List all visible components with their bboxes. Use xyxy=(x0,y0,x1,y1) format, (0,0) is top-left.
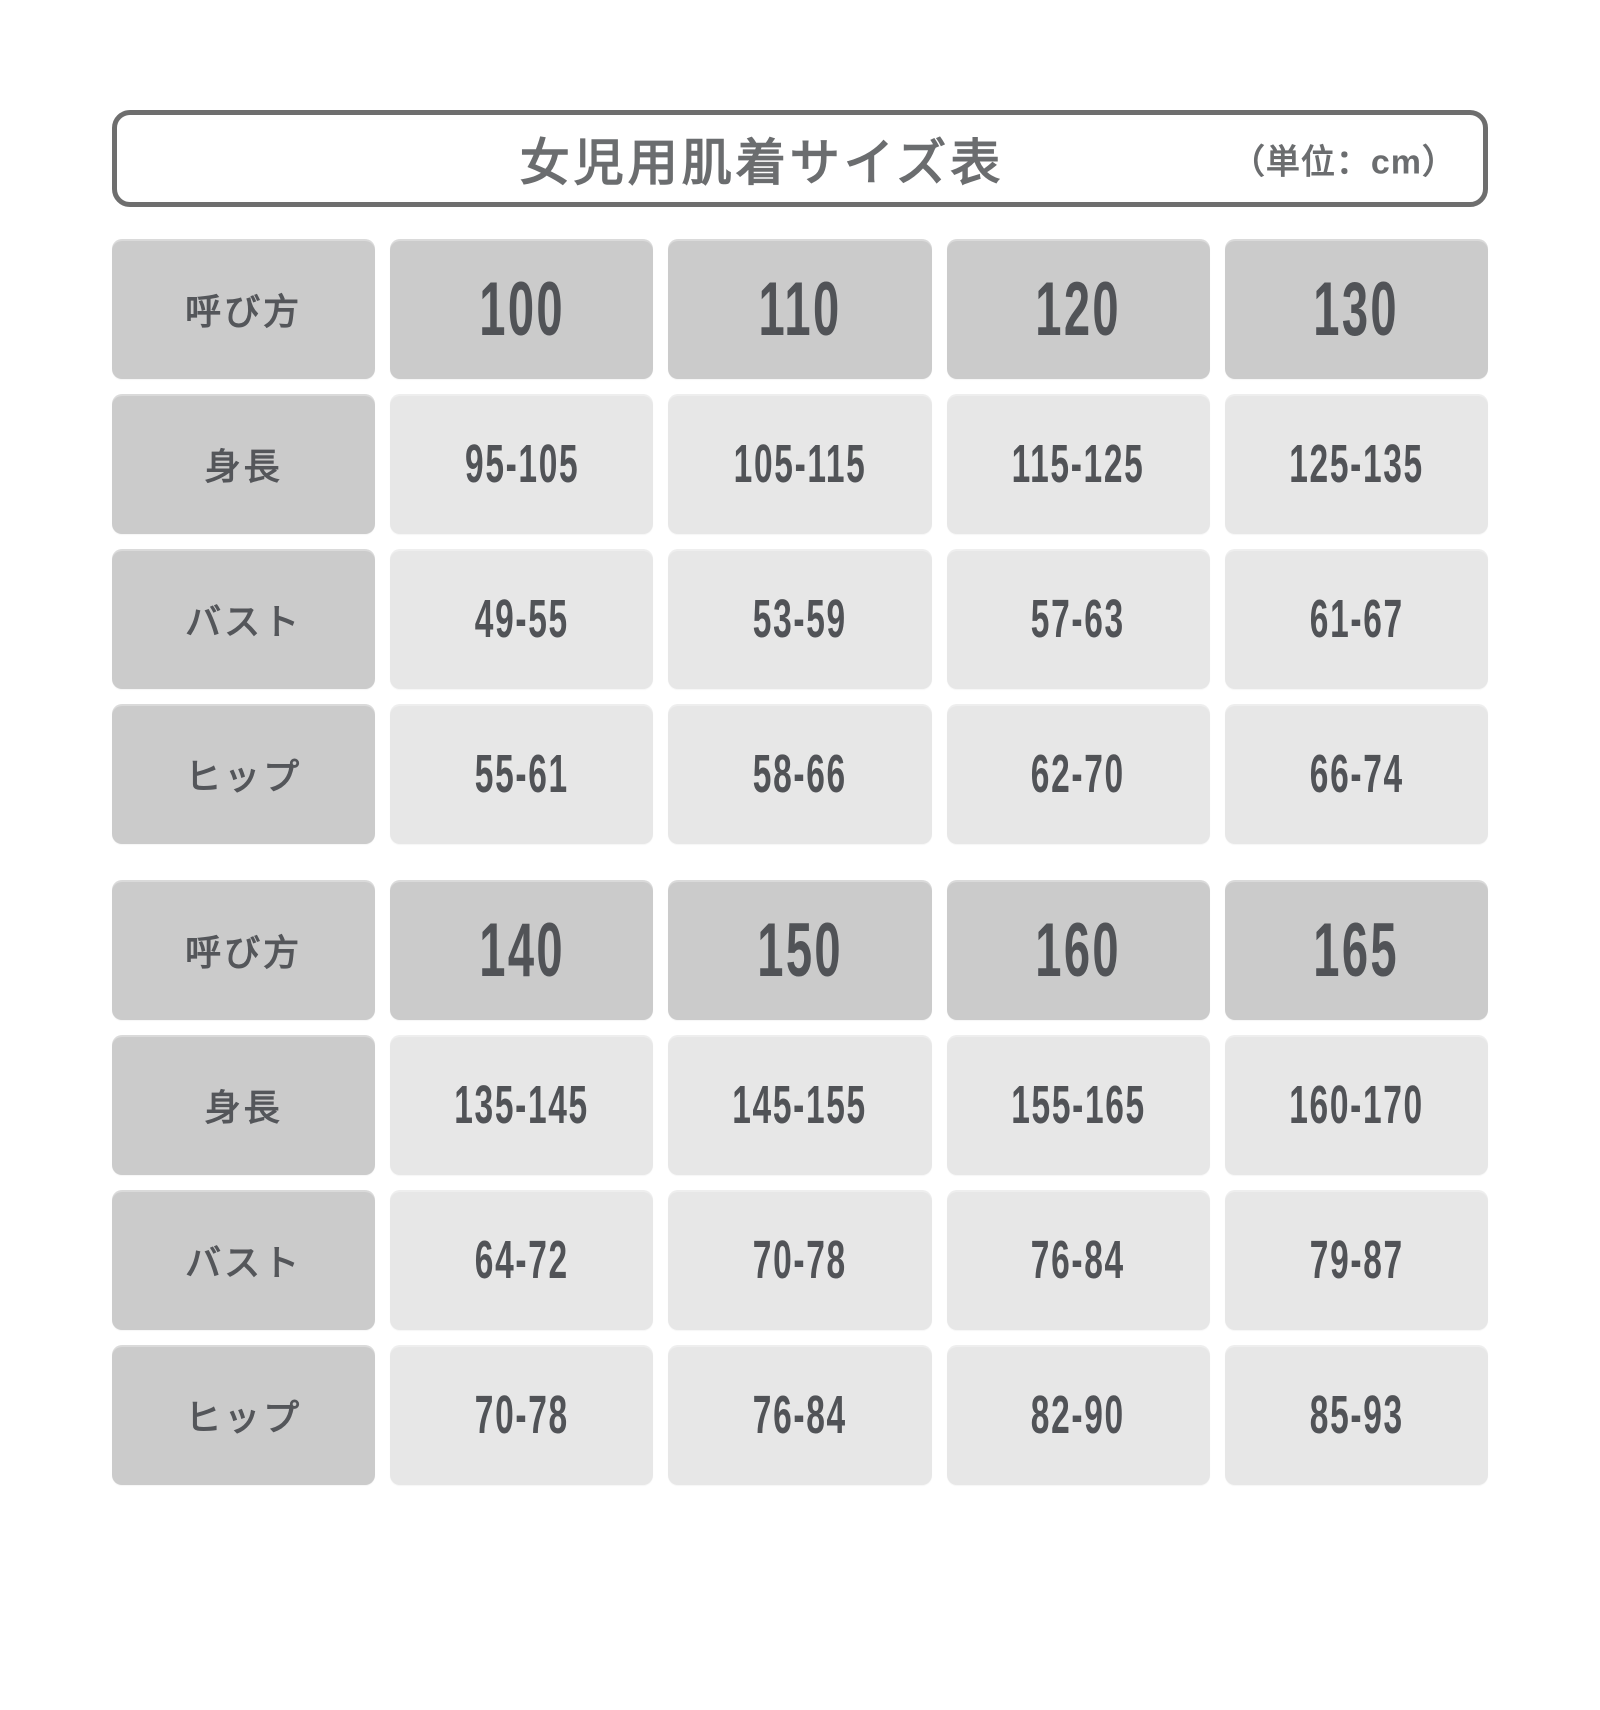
row-label: ヒップ xyxy=(185,756,303,797)
range-value: 66-74 xyxy=(1309,744,1404,804)
range-value: 61-67 xyxy=(1309,589,1404,649)
row-label: バスト xyxy=(185,1242,303,1283)
row-label: 呼び方 xyxy=(185,291,303,332)
height-range-cell: 135-145 xyxy=(390,1035,654,1175)
range-value: 58-66 xyxy=(752,744,847,804)
size-table-upper: 呼び方 100 110 120 130 身長 95-105 105-115 11… xyxy=(112,239,1488,844)
bust-range-cell: 53-59 xyxy=(668,549,932,689)
range-value: 160-170 xyxy=(1289,1075,1424,1135)
page-title: 女児用肌着サイズ表 xyxy=(519,134,1005,191)
size-header-cell: 140 xyxy=(390,880,654,1020)
hip-range-cell: 82-90 xyxy=(946,1345,1210,1485)
range-value: 70-78 xyxy=(474,1385,569,1445)
bust-range-cell: 49-55 xyxy=(390,549,654,689)
hip-range-cell: 62-70 xyxy=(946,704,1210,844)
size-header-cell: 150 xyxy=(668,880,932,1020)
range-value: 70-78 xyxy=(752,1230,847,1290)
range-value: 62-70 xyxy=(1031,744,1126,804)
size-value: 160 xyxy=(1035,907,1122,993)
row-label-cell: 呼び方 xyxy=(112,239,376,379)
range-value: 95-105 xyxy=(464,434,579,494)
range-value: 145-155 xyxy=(732,1075,868,1135)
height-range-cell: 105-115 xyxy=(668,394,932,534)
range-value: 135-145 xyxy=(454,1075,590,1135)
bust-range-cell: 70-78 xyxy=(668,1190,932,1330)
size-value: 140 xyxy=(478,907,565,993)
range-value: 125-135 xyxy=(1289,434,1424,494)
bust-range-cell: 61-67 xyxy=(1224,549,1488,689)
range-value: 76-84 xyxy=(1031,1230,1126,1290)
height-range-cell: 125-135 xyxy=(1224,394,1488,534)
size-header-cell: 100 xyxy=(390,239,654,379)
size-value: 120 xyxy=(1035,266,1122,352)
hip-range-cell: 58-66 xyxy=(668,704,932,844)
range-value: 85-93 xyxy=(1309,1385,1404,1445)
hip-range-cell: 70-78 xyxy=(390,1345,654,1485)
height-range-cell: 95-105 xyxy=(390,394,654,534)
range-value: 115-125 xyxy=(1011,434,1145,494)
size-header-cell: 130 xyxy=(1224,239,1488,379)
row-label: 身長 xyxy=(204,446,283,487)
range-value: 79-87 xyxy=(1309,1230,1404,1290)
range-value: 105-115 xyxy=(733,434,867,494)
page: 女児用肌着サイズ表 （単位：cm） 呼び方 100 110 120 130 身長… xyxy=(112,110,1488,1485)
size-header-cell: 160 xyxy=(946,880,1210,1020)
range-value: 55-61 xyxy=(474,744,569,804)
row-label-cell: バスト xyxy=(112,1190,376,1330)
height-range-cell: 115-125 xyxy=(946,394,1210,534)
size-value: 130 xyxy=(1313,266,1400,352)
row-label-cell: バスト xyxy=(112,549,376,689)
height-range-cell: 145-155 xyxy=(668,1035,932,1175)
hip-range-cell: 76-84 xyxy=(668,1345,932,1485)
range-value: 53-59 xyxy=(752,589,847,649)
bust-range-cell: 64-72 xyxy=(390,1190,654,1330)
size-header-cell: 165 xyxy=(1224,880,1488,1020)
size-header-cell: 120 xyxy=(946,239,1210,379)
row-label-cell: 呼び方 xyxy=(112,880,376,1020)
range-value: 155-165 xyxy=(1010,1075,1146,1135)
size-table-lower: 呼び方 140 150 160 165 身長 135-145 145-155 1… xyxy=(112,880,1488,1485)
size-value: 165 xyxy=(1313,907,1400,993)
row-label: ヒップ xyxy=(185,1397,303,1438)
bust-range-cell: 57-63 xyxy=(946,549,1210,689)
row-label: 呼び方 xyxy=(185,932,303,973)
row-label: 身長 xyxy=(204,1087,283,1128)
bust-range-cell: 79-87 xyxy=(1224,1190,1488,1330)
size-value: 100 xyxy=(478,266,565,352)
row-label: バスト xyxy=(185,601,303,642)
row-label-cell: ヒップ xyxy=(112,704,376,844)
range-value: 76-84 xyxy=(752,1385,847,1445)
title-bar: 女児用肌着サイズ表 （単位：cm） xyxy=(112,110,1488,207)
range-value: 49-55 xyxy=(474,589,569,649)
row-label-cell: 身長 xyxy=(112,1035,376,1175)
unit-label: （単位：cm） xyxy=(1230,143,1457,181)
range-value: 57-63 xyxy=(1031,589,1126,649)
hip-range-cell: 85-93 xyxy=(1224,1345,1488,1485)
height-range-cell: 155-165 xyxy=(946,1035,1210,1175)
row-label-cell: ヒップ xyxy=(112,1345,376,1485)
hip-range-cell: 66-74 xyxy=(1224,704,1488,844)
size-value: 110 xyxy=(758,266,842,352)
range-value: 64-72 xyxy=(474,1230,569,1290)
size-value: 150 xyxy=(757,907,843,993)
bust-range-cell: 76-84 xyxy=(946,1190,1210,1330)
row-label-cell: 身長 xyxy=(112,394,376,534)
size-header-cell: 110 xyxy=(668,239,932,379)
hip-range-cell: 55-61 xyxy=(390,704,654,844)
height-range-cell: 160-170 xyxy=(1224,1035,1488,1175)
range-value: 82-90 xyxy=(1031,1385,1126,1445)
